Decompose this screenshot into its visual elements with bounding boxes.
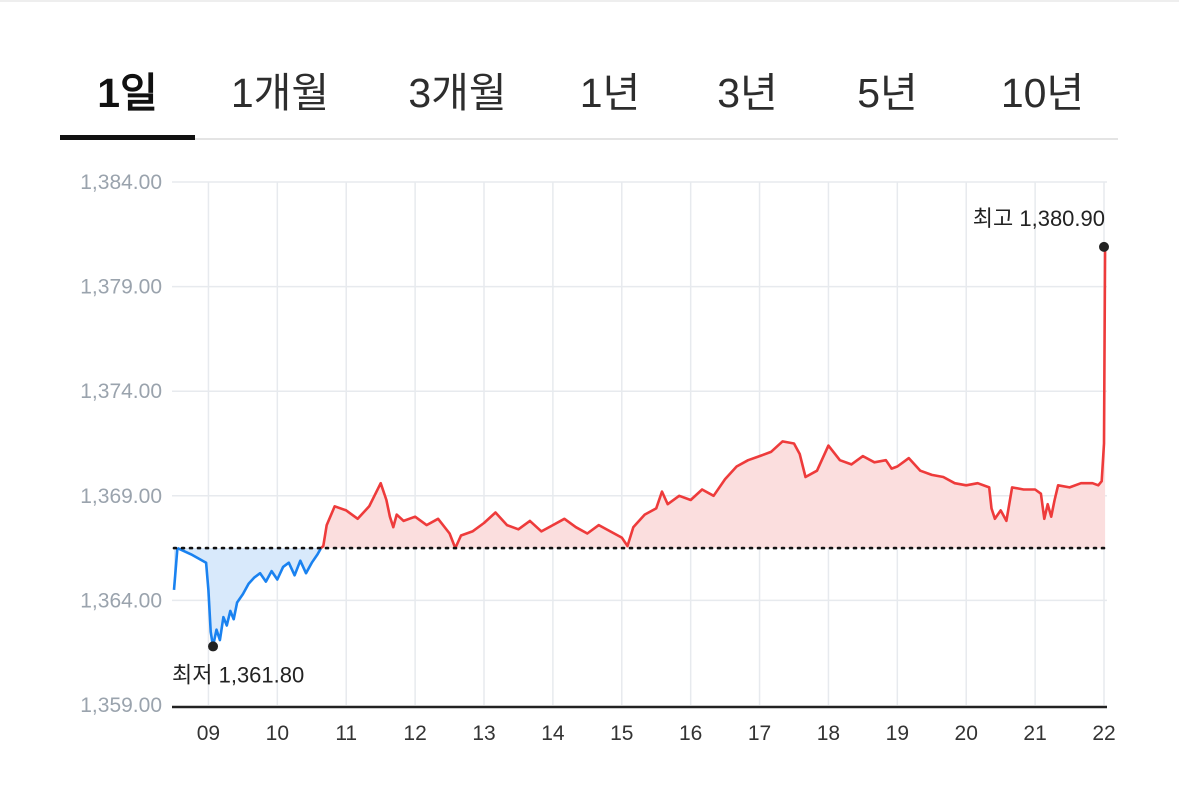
- x-tick-label: 15: [610, 722, 633, 745]
- x-tick-label: 12: [403, 722, 426, 745]
- area-below-reference: [177, 548, 321, 647]
- area-above-reference: [321, 246, 1106, 549]
- tab-5-years[interactable]: 5년: [857, 70, 918, 116]
- x-tick-label: 09: [197, 722, 220, 745]
- y-tick-label: 1,384.00: [80, 171, 162, 194]
- chart-grid: [172, 181, 1107, 705]
- low-label: 최저 1,361.80: [172, 662, 304, 687]
- y-tick-label: 1,364.00: [80, 589, 162, 612]
- top-divider: [0, 0, 1179, 2]
- price-line: [172, 246, 1107, 648]
- active-tab-indicator: [60, 135, 195, 140]
- period-tabs: 1일 1개월 3개월 1년 3년 5년 10년: [60, 60, 1118, 140]
- y-tick-label: 1,369.00: [80, 485, 162, 508]
- x-tick-label: 18: [817, 722, 840, 745]
- low-marker: [208, 641, 219, 652]
- tabs-baseline: [60, 138, 1118, 140]
- y-tick-label: 1,359.00: [80, 694, 162, 717]
- y-tick-label: 1,374.00: [80, 380, 162, 403]
- price-line-below: [176, 546, 323, 648]
- tab-10-years[interactable]: 10년: [1000, 70, 1085, 116]
- area-fills: [174, 246, 1106, 647]
- x-tick-label: 10: [266, 722, 289, 745]
- x-tick-label: 13: [472, 722, 495, 745]
- tab-1-day[interactable]: 1일: [97, 70, 158, 116]
- tab-3-months[interactable]: 3개월: [408, 70, 507, 116]
- x-tick-label: 22: [1092, 722, 1115, 745]
- tab-1-month[interactable]: 1개월: [230, 70, 330, 116]
- extreme-markers: 최고 1,380.90 최저 1,361.80: [172, 206, 1109, 687]
- x-tick-label: 16: [679, 722, 702, 745]
- x-tick-label: 19: [886, 722, 909, 745]
- price-chart: 1,384.00 1,379.00 1,374.00 1,369.00 1,364.00…: [80, 171, 1115, 745]
- price-line-above: [320, 246, 1107, 550]
- tab-1-year[interactable]: 1년: [579, 70, 641, 116]
- price-line-below: [172, 547, 179, 591]
- high-label: 최고 1,380.90: [973, 206, 1105, 231]
- y-tick-label: 1,379.00: [80, 276, 162, 299]
- high-marker: [1099, 241, 1109, 252]
- axes: 1,384.00 1,379.00 1,374.00 1,369.00 1,364.00…: [80, 171, 1115, 745]
- x-tick-label: 17: [748, 722, 771, 745]
- x-tick-label: 20: [955, 722, 978, 745]
- x-tick-label: 21: [1023, 722, 1046, 745]
- x-tick-label: 11: [335, 722, 357, 745]
- tab-3-years[interactable]: 3년: [717, 70, 778, 116]
- x-tick-label: 14: [541, 722, 565, 745]
